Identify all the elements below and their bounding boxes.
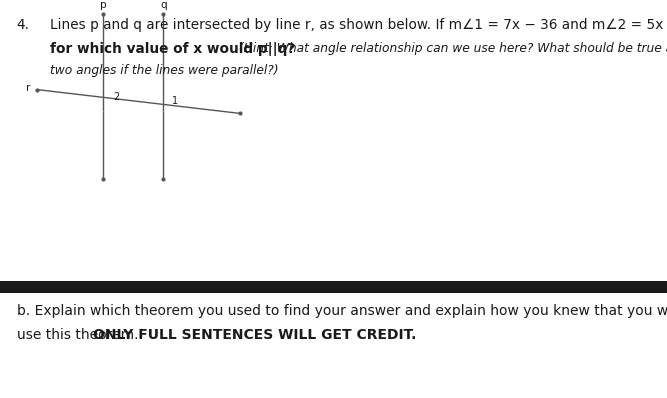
Bar <box>0 281 667 293</box>
Text: (Hint: What angle relationship can we use here? What should be true about these: (Hint: What angle relationship can we us… <box>235 42 667 55</box>
Text: two angles if the lines were parallel?): two angles if the lines were parallel?) <box>50 64 279 77</box>
Text: b. Explain which theorem you used to find your answer and explain how you knew t: b. Explain which theorem you used to fin… <box>17 304 667 318</box>
Text: 2: 2 <box>113 92 120 102</box>
Text: p: p <box>100 0 107 10</box>
Text: use this theorem.: use this theorem. <box>17 328 143 342</box>
Bar <box>0 293 667 398</box>
Text: for which value of x would p||q?: for which value of x would p||q? <box>50 42 295 56</box>
Text: 1: 1 <box>171 96 178 107</box>
Text: Lines p and q are intersected by line r, as shown below. If m∠1 = 7x − 36 and m∠: Lines p and q are intersected by line r,… <box>50 18 667 32</box>
Text: 4.: 4. <box>17 18 29 32</box>
Text: ONLY FULL SENTENCES WILL GET CREDIT.: ONLY FULL SENTENCES WILL GET CREDIT. <box>93 328 417 342</box>
Text: r: r <box>25 83 30 94</box>
Text: q: q <box>160 0 167 10</box>
Bar <box>0 0 667 293</box>
